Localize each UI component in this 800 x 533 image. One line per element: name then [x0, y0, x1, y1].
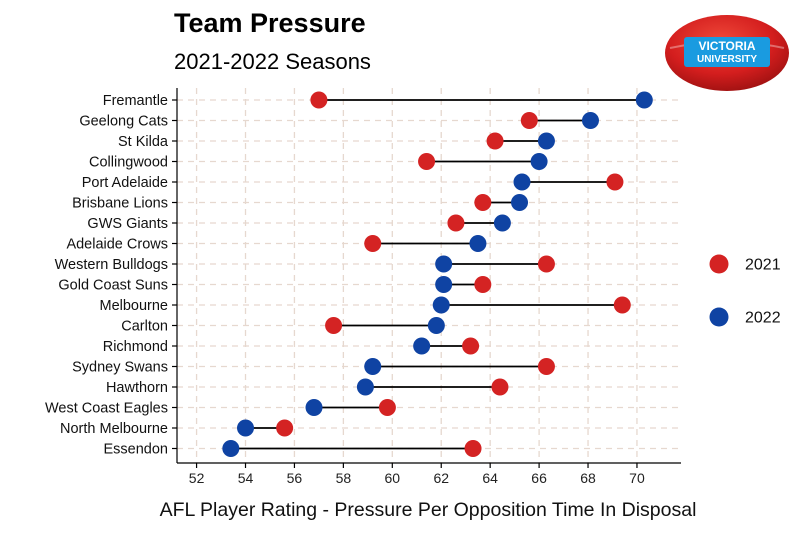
x-tick-label: 64	[482, 470, 498, 486]
x-tick-label: 70	[629, 470, 645, 486]
x-axis-label: AFL Player Rating - Pressure Per Opposit…	[160, 499, 697, 521]
point-2021	[613, 296, 631, 314]
point-2021	[537, 255, 555, 273]
axes	[176, 88, 681, 464]
x-tick-label: 58	[336, 470, 352, 486]
team-label: Gold Coast Suns	[58, 278, 168, 294]
team-label: Essendon	[104, 442, 169, 458]
point-2021	[486, 132, 504, 150]
point-2022	[237, 419, 255, 437]
point-2022	[493, 214, 511, 232]
logo-badge	[684, 37, 770, 67]
x-tick-label: 54	[238, 470, 254, 486]
legend: 2021 2022	[709, 254, 781, 327]
point-2021	[378, 399, 396, 416]
team-labels: Fremantle Geelong Cats St Kilda Collingwood…	[45, 93, 169, 458]
team-label: Port Adelaide	[82, 175, 168, 191]
point-2021	[364, 235, 382, 252]
point-2022	[222, 440, 240, 457]
legend-label-2021: 2021	[745, 257, 781, 274]
legend-key-2021	[709, 254, 729, 274]
point-2022	[356, 378, 374, 396]
point-2021	[606, 173, 624, 191]
logo-text-line2: UNIVERSITY	[697, 54, 757, 65]
x-ticks: 52 54 56 58 60 62 64 66 68 70	[172, 99, 645, 486]
dumbbell-segments	[230, 99, 645, 450]
data-points	[222, 91, 653, 457]
grid-lines	[177, 88, 681, 463]
point-2022	[581, 112, 599, 129]
x-tick-label: 62	[433, 470, 449, 486]
team-label: West Coast Eagles	[45, 401, 168, 417]
team-label: Fremantle	[103, 93, 168, 109]
point-2021	[474, 276, 492, 293]
point-2021	[310, 91, 328, 109]
team-label: Collingwood	[89, 155, 168, 171]
team-label: Brisbane Lions	[72, 196, 168, 212]
chart-title: Team Pressure	[174, 8, 366, 38]
point-2021	[474, 194, 492, 211]
x-tick-label: 52	[189, 470, 205, 486]
point-2022	[530, 153, 548, 170]
point-2022	[635, 91, 653, 109]
x-tick-label: 56	[287, 470, 303, 486]
point-2022	[435, 276, 453, 293]
point-2022	[305, 399, 323, 416]
point-2021	[418, 153, 436, 170]
legend-label-2022: 2022	[745, 310, 781, 327]
team-label: Geelong Cats	[79, 114, 168, 130]
x-tick-label: 68	[580, 470, 596, 486]
team-label: Western Bulldogs	[55, 257, 168, 273]
team-label: St Kilda	[118, 134, 169, 150]
point-2022	[364, 358, 382, 375]
point-2021	[464, 440, 482, 457]
point-2022	[413, 337, 431, 355]
point-2021	[537, 358, 555, 375]
legend-key-2022	[709, 307, 729, 327]
x-tick-label: 60	[385, 470, 401, 486]
team-label: North Melbourne	[60, 421, 168, 437]
team-label: Richmond	[103, 339, 168, 355]
point-2021	[325, 317, 343, 334]
chart-subtitle: 2021-2022 Seasons	[174, 49, 371, 74]
team-label: GWS Giants	[87, 216, 168, 232]
team-label: Carlton	[121, 319, 168, 335]
team-label: Sydney Swans	[72, 360, 168, 376]
point-2022	[432, 296, 450, 314]
team-label: Adelaide Crows	[66, 237, 168, 253]
point-2021	[462, 337, 480, 355]
point-2022	[469, 235, 487, 252]
point-2022	[511, 194, 529, 211]
x-tick-label: 66	[531, 470, 547, 486]
logo-text-line1: VICTORIA	[698, 39, 755, 53]
point-2021	[520, 112, 538, 129]
point-2021	[276, 419, 294, 437]
point-2022	[513, 173, 531, 191]
team-label: Hawthorn	[106, 380, 168, 396]
team-label: Melbourne	[99, 298, 168, 314]
point-2022	[427, 317, 445, 334]
point-2021	[447, 214, 465, 232]
point-2022	[537, 132, 555, 150]
point-2021	[491, 378, 509, 396]
point-2022	[435, 255, 453, 273]
